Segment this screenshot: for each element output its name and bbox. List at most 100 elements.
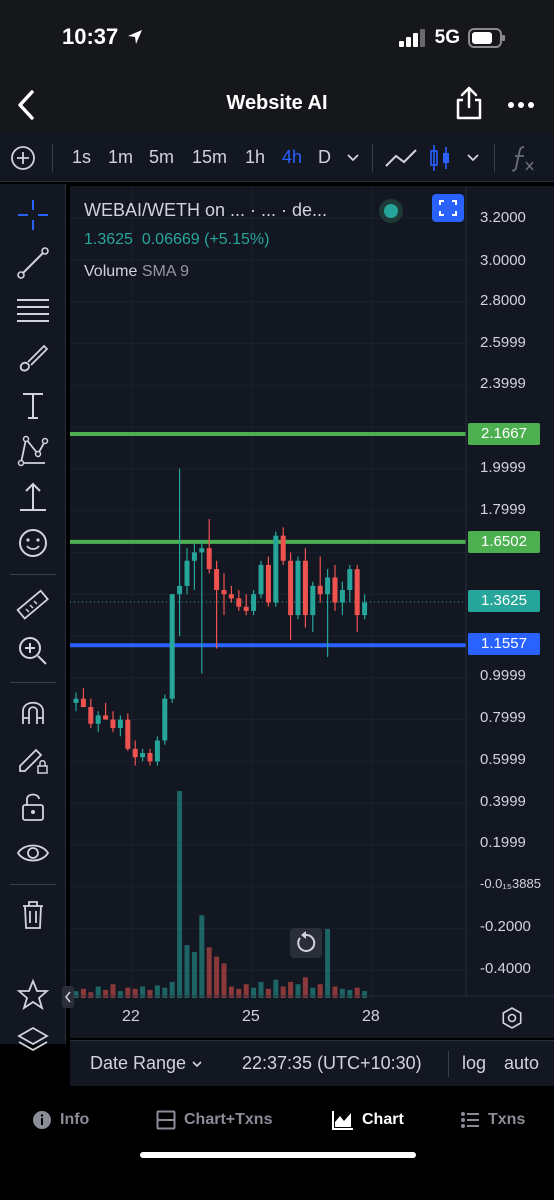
text-tool-icon[interactable] [14,386,52,424]
chart-legend: WEBAI/WETH on ... · ... · de... 1.3625 0… [84,200,327,281]
pattern-tool-icon[interactable] [14,432,52,470]
tab-chart-txns[interactable]: Chart+Txns [156,1110,272,1130]
collapse-toolbar-icon[interactable] [62,986,74,1008]
fib-retracement-icon[interactable] [14,292,52,330]
share-icon[interactable] [454,85,484,121]
timeframe-d[interactable]: D [318,147,331,167]
volume-bar [265,988,271,998]
toolbar-divider [372,144,373,172]
chart-settings-icon[interactable] [500,1006,524,1030]
brush-icon[interactable] [14,340,52,378]
candle-body [251,594,257,611]
candle-body [258,564,264,595]
zoom-in-icon[interactable] [14,632,52,670]
crosshair-icon[interactable] [14,196,52,234]
price-axis-label: 0.5999 [480,751,526,768]
candle-body [288,560,294,616]
time-axis-label: 25 [242,1008,260,1025]
legend-change: 0.06669 (+5.15%) [141,231,270,248]
candlestick-type-icon[interactable] [428,143,452,173]
chart-grid [70,186,466,996]
fullscreen-button[interactable] [432,194,464,222]
forecast-tool-icon[interactable] [14,478,52,516]
volume-bar [347,989,353,998]
unlock-icon[interactable] [14,788,52,826]
price-axis-label: 0.1999 [480,834,526,851]
log-scale-toggle[interactable]: log [462,1053,487,1073]
trash-icon[interactable] [14,896,52,934]
volume-bar [103,989,109,998]
function-icon[interactable] [510,144,536,172]
timeframe-1m[interactable]: 1m [108,147,134,167]
current-price-tag: 1.3625 [468,590,540,612]
volume-bar [169,981,175,998]
candle-body [103,715,109,720]
candle-body [265,564,271,603]
volume-bar [302,977,308,998]
emoji-icon[interactable] [14,524,52,562]
candle-body [88,707,94,724]
candle-body [95,715,101,724]
volume-bar [354,987,360,998]
eye-icon[interactable] [14,834,52,872]
star-icon[interactable] [14,976,52,1014]
price-axis-label: 1.7999 [480,501,526,518]
magnet-icon[interactable] [14,694,52,732]
tab-info[interactable]: Info [32,1110,89,1130]
more-icon[interactable] [506,90,536,120]
volume-bar [117,991,123,998]
home-indicator [140,1152,416,1158]
volume-bar [95,986,101,998]
candle-body [362,602,368,616]
volume-bar [162,987,168,998]
candle-body [310,585,316,616]
timeframe-1h[interactable]: 1h [245,147,266,167]
candle-body [199,548,205,553]
legend-price-row: 1.3625 0.06669 (+5.15%) [84,231,327,249]
candle-body [73,698,79,703]
chevron-down-icon[interactable] [346,152,360,164]
horizontal-lines[interactable] [70,431,466,648]
candle-body [317,585,323,595]
volume-bar [280,986,286,998]
reset-chart-button[interactable] [290,928,322,958]
candle-body [147,753,153,762]
date-range-button[interactable]: Date Range [90,1053,203,1074]
back-arrow-icon[interactable] [12,88,42,122]
volume-bar [273,979,279,998]
chevron-down-icon[interactable] [466,152,480,164]
timeframe-4h[interactable]: 4h [282,147,303,167]
candle-body [140,753,146,758]
ruler-icon[interactable] [14,586,52,624]
line-chart-type-icon[interactable] [384,146,418,170]
chart-icon [332,1111,353,1130]
timeframe-15m[interactable]: 15m [192,147,228,167]
add-indicator-icon[interactable] [10,145,36,171]
tab-chart[interactable]: Chart [332,1110,404,1130]
volume-bar [339,988,345,998]
chart-area[interactable]: WEBAI/WETH on ... · ... · de... 1.3625 0… [62,186,554,1038]
volume-bar [88,992,94,998]
price-axis-label: 2.3999 [480,375,526,392]
line-price-tag: 1.1557 [468,633,540,655]
tab-label: Txns [488,1111,526,1128]
price-axis-label: 2.8000 [480,292,526,309]
trend-line-icon[interactable] [14,244,52,282]
candle-body [339,590,345,603]
fullscreen-icon [439,200,457,216]
auto-scale-toggle[interactable]: auto [504,1053,540,1073]
tab-txns[interactable]: Txns [460,1110,525,1130]
candle-body [236,598,242,607]
lock-drawing-icon[interactable] [14,740,52,778]
layers-icon[interactable] [14,1022,52,1060]
price-axis-label: 0.3999 [480,793,526,810]
candle-body [191,552,197,561]
timezone-display[interactable]: 22:37:35 (UTC+10:30) [242,1053,422,1073]
control-divider [448,1051,449,1077]
candle-body [354,569,360,616]
timeframe-1s[interactable]: 1s [72,147,92,167]
price-chart[interactable] [70,186,554,1038]
timeframe-5m[interactable]: 5m [149,147,175,167]
volume-bar [243,984,249,998]
volume-bar [80,988,86,998]
